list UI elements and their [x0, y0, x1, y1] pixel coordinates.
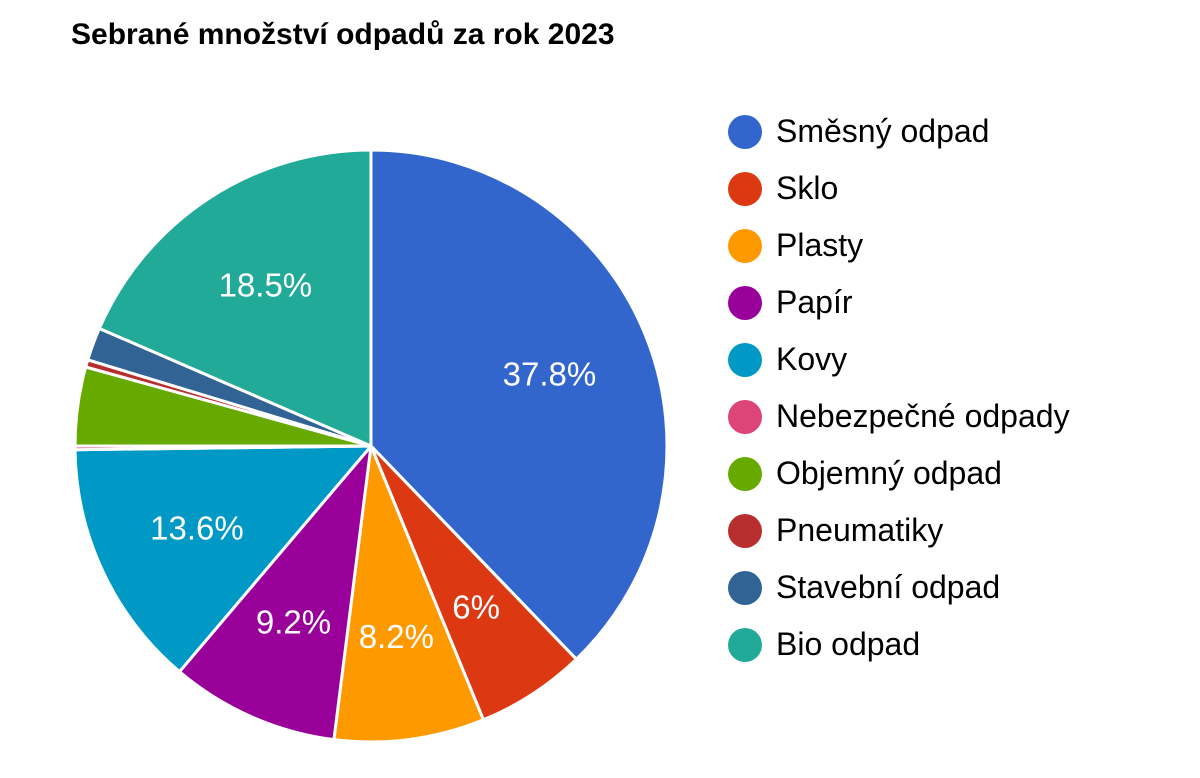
legend-swatch-icon [728, 172, 762, 206]
legend-item-kovy[interactable]: Kovy [722, 336, 1106, 393]
legend-label: Objemný odpad [776, 455, 1002, 491]
slice-label-2: 8.2% [359, 618, 434, 655]
slice-label-3: 9.2% [256, 604, 331, 641]
legend-swatch-icon [728, 514, 762, 548]
legend-swatch-icon [728, 628, 762, 662]
pie-slice-0[interactable] [369, 148, 669, 661]
legend-label: Bio odpad [776, 626, 921, 662]
legend-item-stavebni-odpad[interactable]: Stavební odpad [722, 564, 1106, 621]
legend-item-nebezpecne-odpady[interactable]: Nebezpečné odpady [722, 393, 1106, 450]
legend-item-smesny-odpad[interactable]: Směsný odpad [722, 108, 1106, 165]
legend-swatch-icon [728, 400, 762, 434]
legend-label: Sklo [776, 170, 839, 206]
slice-label-0: 37.8% [503, 356, 597, 393]
legend-swatch-icon [728, 286, 762, 320]
legend-item-sklo[interactable]: Sklo [722, 165, 1106, 222]
slice-label-1: 6% [452, 589, 500, 626]
slice-label-4: 13.6% [150, 509, 244, 546]
legend-swatch-icon [728, 457, 762, 491]
legend-item-papir[interactable]: Papír [722, 279, 1106, 336]
legend-label: Plasty [776, 227, 864, 263]
legend-item-pneumatiky[interactable]: Pneumatiky [722, 507, 1106, 564]
legend-item-bio-odpad[interactable]: Bio odpad [722, 621, 1106, 678]
legend-label: Papír [776, 284, 853, 320]
legend-swatch-icon [728, 571, 762, 605]
pie-slice-9[interactable] [97, 148, 373, 448]
legend-label: Nebezpečné odpady [776, 398, 1070, 434]
legend-item-plasty[interactable]: Plasty [722, 222, 1106, 279]
pie-slice-3[interactable] [177, 444, 373, 742]
legend-swatch-icon [728, 343, 762, 377]
legend-item-objemny-odpad[interactable]: Objemný odpad [722, 450, 1106, 507]
slice-label-9: 18.5% [219, 267, 313, 304]
legend-label: Kovy [776, 341, 848, 377]
legend-label: Pneumatiky [776, 512, 944, 548]
pie-slice-2[interactable] [332, 444, 485, 744]
legend: Směsný odpad Sklo Plasty Papír Kovy Nebe… [722, 108, 1106, 678]
chart-title: Sebrané množství odpadů za rok 2023 [71, 18, 615, 51]
legend-label: Směsný odpad [776, 113, 990, 149]
legend-label: Stavební odpad [776, 569, 1001, 605]
legend-swatch-icon [728, 115, 762, 149]
pie-slice-4[interactable] [73, 444, 373, 674]
legend-swatch-icon [728, 229, 762, 263]
